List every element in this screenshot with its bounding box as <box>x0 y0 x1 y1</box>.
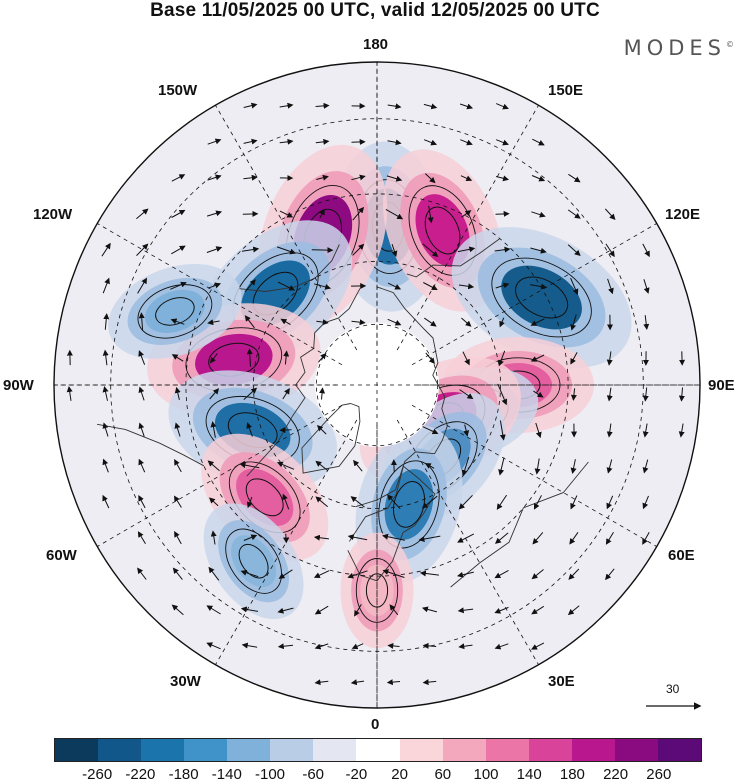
colorbar-cell <box>615 739 658 761</box>
colorbar-cell <box>141 739 184 761</box>
colorbar-tick-label: 20 <box>391 766 408 783</box>
lon-label-0: 0 <box>371 716 379 733</box>
colorbar-cell <box>270 739 313 761</box>
colorbar-cell <box>313 739 356 761</box>
colorbar-cell <box>98 739 141 761</box>
reference-arrow-icon <box>640 682 710 712</box>
polar-map <box>0 0 750 783</box>
lon-label-30e: 30E <box>548 673 575 690</box>
colorbar-tick-label: 60 <box>434 766 451 783</box>
colorbar-tick-label: -100 <box>255 766 285 783</box>
colorbar-tick-label: 220 <box>603 766 628 783</box>
colorbar-tick-label: 140 <box>517 766 542 783</box>
colorbar-tick-label: -60 <box>302 766 324 783</box>
colorbar-tick-label: 260 <box>646 766 671 783</box>
colorbar-tick-label: -20 <box>346 766 368 783</box>
colorbar-cell <box>572 739 615 761</box>
lon-label-90w: 90W <box>3 377 34 394</box>
lon-label-180: 180 <box>363 36 388 53</box>
lon-label-120w: 120W <box>33 206 72 223</box>
colorbar-tick-label: 180 <box>560 766 585 783</box>
lon-label-120e: 120E <box>665 206 700 223</box>
lon-label-90e: 90E <box>708 377 735 394</box>
lon-label-60w: 60W <box>46 547 77 564</box>
colorbar-cell <box>658 739 701 761</box>
colorbar-tick-label: -140 <box>212 766 242 783</box>
colorbar-tick-label: -260 <box>82 766 112 783</box>
lon-label-150e: 150E <box>548 82 583 99</box>
colorbar <box>54 738 702 762</box>
colorbar-cell <box>529 739 572 761</box>
colorbar-tick-label: -180 <box>169 766 199 783</box>
colorbar-tick-label: 100 <box>473 766 498 783</box>
colorbar-tick-label: -220 <box>125 766 155 783</box>
colorbar-cell <box>400 739 443 761</box>
colorbar-cell <box>227 739 270 761</box>
colorbar-cell <box>443 739 486 761</box>
lon-label-60e: 60E <box>668 547 695 564</box>
colorbar-cell <box>486 739 529 761</box>
wind-arrow <box>496 214 509 215</box>
colorbar-cell <box>184 739 227 761</box>
colorbar-ticks: -260 -220 -180 -140 -100 -60 -20 20 60 100 140 180 2… <box>0 766 750 784</box>
lon-label-30w: 30W <box>170 673 201 690</box>
lon-label-150w: 150W <box>158 82 197 99</box>
colorbar-cell <box>356 739 399 761</box>
colorbar-cell <box>55 739 98 761</box>
reference-vector: 30 <box>640 682 710 712</box>
wind-arrow <box>286 534 287 542</box>
